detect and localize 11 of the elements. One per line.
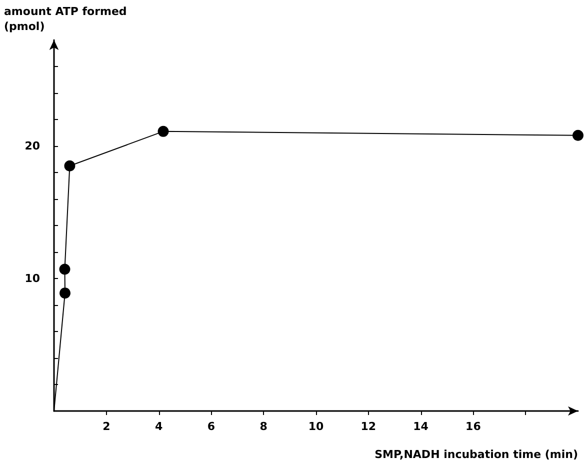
x-tick-label: 12 bbox=[360, 420, 376, 433]
x-tick-label: 14 bbox=[413, 420, 429, 433]
x-tick-label: 8 bbox=[260, 420, 268, 433]
x-tick-label: 6 bbox=[207, 420, 216, 433]
x-tick-label: 2 bbox=[102, 420, 110, 433]
x-tick-label: 16 bbox=[466, 420, 482, 433]
y-tick-label: 20 bbox=[24, 140, 40, 152]
x-tick-label: 10 bbox=[308, 420, 324, 433]
x-axis-title: SMP,NADH incubation time (min) bbox=[374, 448, 578, 461]
x-tick-label: 4 bbox=[154, 420, 163, 433]
y-axis-title: amount ATP formed (pmol) bbox=[4, 5, 127, 33]
